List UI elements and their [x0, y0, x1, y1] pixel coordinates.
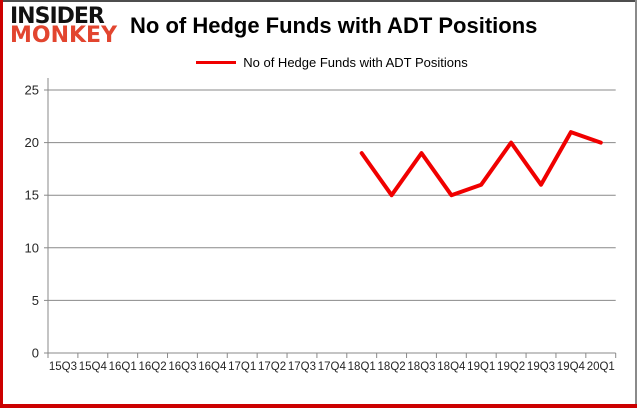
x-tick-label: 15Q3 — [49, 361, 77, 373]
x-tick-label: 19Q1 — [467, 361, 495, 373]
y-tick-label: 25 — [25, 83, 39, 98]
x-tick-label: 19Q2 — [497, 361, 525, 373]
x-tick-label: 17Q3 — [288, 361, 316, 373]
y-tick-label: 5 — [32, 293, 39, 308]
x-tick-label: 18Q2 — [378, 361, 406, 373]
frame-border-right — [635, 0, 637, 408]
x-tick-label: 17Q2 — [258, 361, 286, 373]
y-tick-label: 15 — [25, 188, 39, 203]
insider-monkey-logo: INSIDER MONKEY — [10, 4, 118, 48]
frame-border-top — [0, 0, 637, 2]
legend: No of Hedge Funds with ADT Positions — [48, 55, 616, 70]
x-tick-label: 17Q4 — [318, 361, 347, 373]
frame-border-left — [0, 0, 3, 408]
y-tick-label: 10 — [25, 240, 39, 255]
legend-label: No of Hedge Funds with ADT Positions — [243, 55, 468, 70]
y-tick-label: 0 — [32, 346, 39, 361]
chart-title: No of Hedge Funds with ADT Positions — [130, 13, 538, 38]
logo-word-monkey: MONKEY — [10, 23, 118, 48]
x-tick-label: 17Q1 — [228, 361, 256, 373]
y-tick-label: 20 — [25, 135, 39, 150]
hedge-funds-data-line — [359, 130, 603, 198]
legend-line-swatch — [196, 61, 237, 64]
x-tick-label: 16Q4 — [198, 361, 227, 373]
frame-border-bottom — [0, 404, 637, 408]
x-tick-label: 18Q3 — [407, 361, 435, 373]
x-tick-label: 16Q1 — [109, 361, 137, 373]
x-tick-label: 19Q4 — [557, 361, 586, 373]
logo-word-insider: INSIDER — [10, 4, 105, 29]
x-tick-label: 18Q1 — [348, 361, 376, 373]
x-tick-label: 16Q2 — [139, 361, 167, 373]
x-tick-label: 20Q1 — [587, 361, 615, 373]
x-tick-label: 18Q4 — [437, 361, 466, 373]
x-tick-label: 16Q3 — [168, 361, 196, 373]
x-tick-label: 19Q3 — [527, 361, 555, 373]
x-tick-label: 15Q4 — [79, 361, 108, 373]
